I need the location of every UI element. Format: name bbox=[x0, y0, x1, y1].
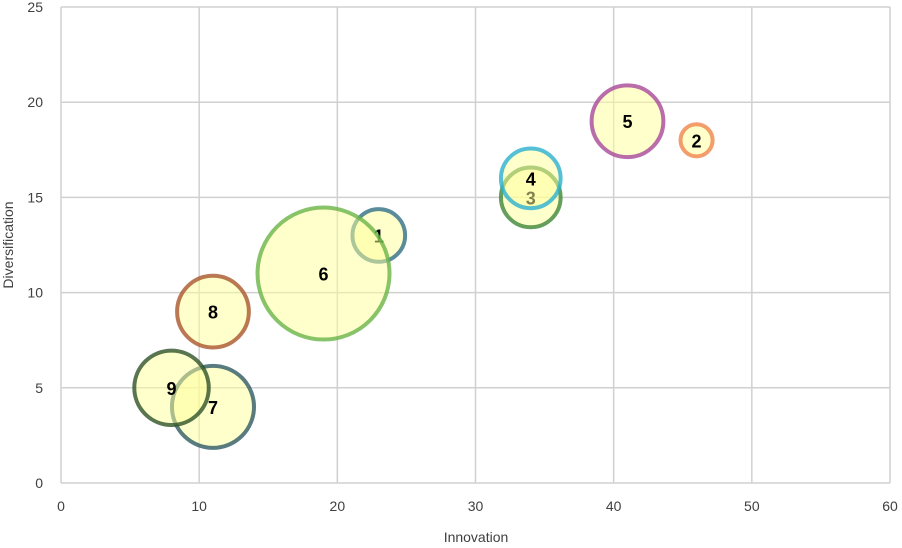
y-tick-label: 15 bbox=[27, 189, 43, 205]
x-tick-label: 10 bbox=[191, 498, 207, 514]
y-tick-label: 20 bbox=[27, 94, 43, 110]
bubble-label: 5 bbox=[622, 112, 632, 132]
x-tick-label: 40 bbox=[606, 498, 622, 514]
bubble-9 bbox=[132, 348, 211, 428]
y-tick-label: 0 bbox=[35, 475, 43, 491]
bubble-label: 8 bbox=[208, 303, 218, 323]
bubble-6 bbox=[255, 205, 392, 342]
gridlines bbox=[60, 6, 891, 484]
x-axis-title: Innovation bbox=[444, 529, 509, 543]
bubble-5 bbox=[589, 83, 666, 160]
y-tick-label: 5 bbox=[35, 380, 43, 396]
x-tick-label: 30 bbox=[468, 498, 484, 514]
bubble-label: 6 bbox=[319, 265, 329, 285]
bubble-label: 9 bbox=[167, 379, 177, 399]
y-tick-label: 10 bbox=[27, 285, 43, 301]
bubble-2 bbox=[678, 122, 715, 159]
x-tick-label: 60 bbox=[882, 498, 898, 514]
bubble-label: 4 bbox=[526, 169, 536, 189]
bubble-label: 7 bbox=[208, 398, 218, 418]
bubble-4 bbox=[498, 146, 563, 211]
x-tick-label: 50 bbox=[744, 498, 760, 514]
bubble-8 bbox=[175, 273, 251, 350]
y-axis-title: Diversification bbox=[0, 201, 16, 288]
x-tick-label: 0 bbox=[57, 498, 65, 514]
bubbles: 123456789 bbox=[132, 83, 715, 450]
bubble-label: 2 bbox=[692, 131, 702, 151]
x-tick-label: 20 bbox=[330, 498, 346, 514]
y-tick-label: 25 bbox=[27, 0, 43, 15]
